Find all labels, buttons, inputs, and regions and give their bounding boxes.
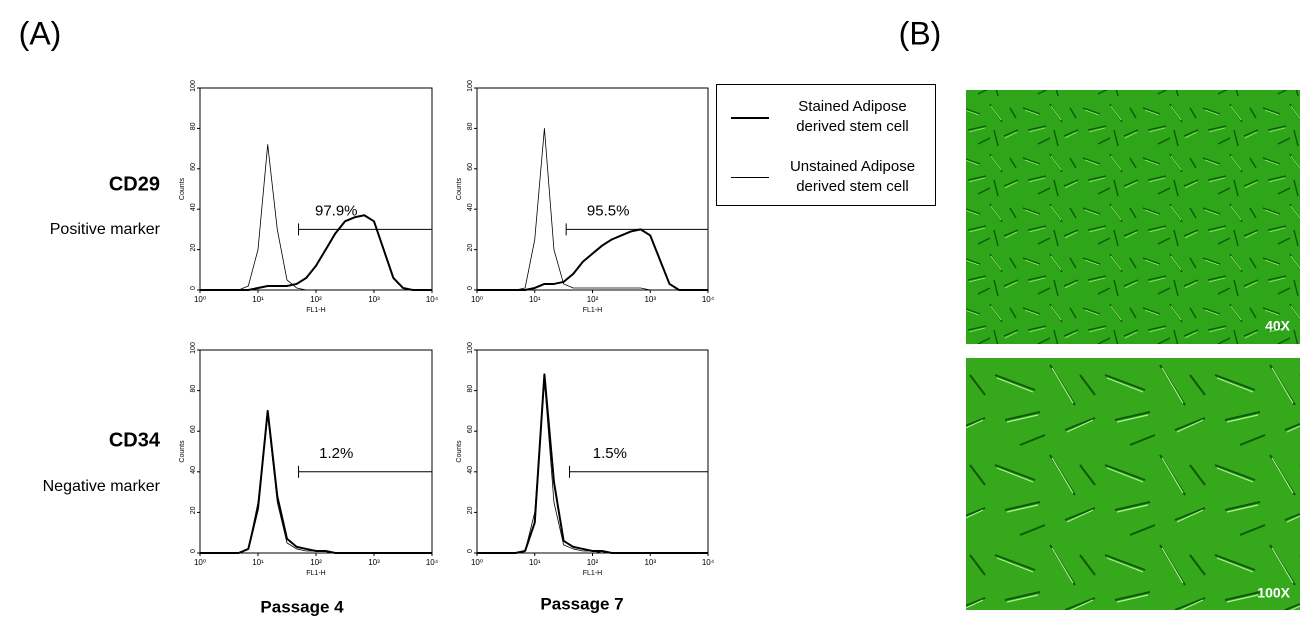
histogram-line: [200, 214, 432, 291]
y-tick-label: 80: [467, 385, 474, 393]
y-tick-label: 60: [467, 163, 474, 171]
x-axis-label: FL1-H: [306, 307, 325, 314]
y-tick-label: 20: [467, 506, 474, 514]
x-tick-label: 10⁴: [702, 558, 715, 567]
panel-label: (A): [19, 15, 62, 51]
histogram-line: [477, 228, 708, 291]
magnification: 100X: [1257, 585, 1290, 601]
gate-label: 95.5%: [587, 202, 630, 219]
legend-label: Unstained Adipose derived stem cell: [789, 158, 916, 195]
y-tick-label: 40: [467, 466, 474, 474]
y-tick-label: 80: [190, 122, 197, 130]
x-tick-label: 10²: [310, 295, 322, 304]
gate-label: 97.9%: [315, 202, 358, 219]
column-label: Passage 7: [540, 594, 623, 613]
histogram-line: [200, 144, 432, 291]
y-tick-label: 100: [467, 80, 474, 92]
x-tick-label: 10¹: [252, 295, 264, 304]
micrograph: [966, 358, 1300, 610]
x-tick-label: 10¹: [252, 558, 264, 567]
x-tick-label: 10³: [644, 295, 656, 304]
y-tick-label: 0: [190, 549, 197, 553]
y-tick-label: 20: [190, 506, 197, 514]
y-tick-label: 0: [467, 286, 474, 290]
plot-frame: [476, 87, 709, 291]
row-marker: CD34: [109, 429, 161, 451]
histogram-line: [200, 409, 432, 554]
magnification: 40X: [1265, 318, 1291, 334]
x-tick-label: 10⁴: [702, 295, 715, 304]
y-tick-label: 40: [467, 203, 474, 211]
gate-label: 1.2%: [319, 445, 353, 462]
y-tick-label: 100: [467, 342, 474, 354]
y-tick-label: 60: [190, 163, 197, 171]
x-tick-label: 10²: [587, 558, 599, 567]
y-tick-label: 80: [467, 122, 474, 130]
x-axis-label: FL1-H: [306, 570, 325, 577]
y-tick-label: 80: [190, 385, 197, 393]
plot-frame: [199, 87, 433, 291]
histogram-line: [200, 414, 432, 554]
y-axis-label: Counts: [456, 177, 463, 200]
x-tick-label: 10²: [587, 295, 599, 304]
legend-label: Stained Adipose derived stem cell: [796, 98, 909, 135]
plot-frame: [199, 349, 433, 554]
y-tick-label: 0: [190, 286, 197, 290]
y-tick-label: 0: [467, 549, 474, 553]
y-tick-label: 60: [190, 425, 197, 433]
y-tick-label: 20: [467, 244, 474, 252]
column-label: Passage 4: [260, 597, 344, 616]
legend-swatch: [731, 177, 769, 178]
x-tick-label: 10⁴: [426, 295, 439, 304]
panel-label: (B): [899, 15, 942, 51]
row-description: Negative marker: [43, 478, 161, 495]
y-tick-label: 100: [190, 342, 197, 354]
legend-entry: Stained Adipose derived stem cell: [717, 93, 937, 143]
y-tick-label: 40: [190, 466, 197, 474]
y-tick-label: 40: [190, 203, 197, 211]
x-tick-label: 10⁰: [194, 295, 206, 304]
micrograph: [966, 90, 1300, 344]
x-axis-label: FL1-H: [583, 570, 602, 577]
histogram-line: [477, 373, 708, 554]
x-tick-label: 10⁰: [194, 558, 206, 567]
x-tick-label: 10²: [310, 558, 322, 567]
y-axis-label: Counts: [179, 440, 186, 463]
legend-entry: Unstained Adipose derived stem cell: [717, 153, 937, 203]
y-tick-label: 100: [190, 80, 197, 92]
x-tick-label: 10³: [368, 558, 380, 567]
histogram-line: [477, 380, 708, 554]
x-tick-label: 10¹: [529, 295, 541, 304]
y-tick-label: 20: [190, 244, 197, 252]
x-tick-label: 10⁰: [471, 558, 483, 567]
legend: Stained Adipose derived stem cell Unstain…: [716, 84, 936, 206]
x-tick-label: 10³: [368, 295, 380, 304]
y-tick-label: 60: [467, 425, 474, 433]
row-marker: CD29: [109, 173, 160, 195]
legend-swatch: [731, 117, 769, 119]
histogram-line: [477, 128, 708, 291]
x-tick-label: 10⁴: [426, 558, 439, 567]
row-description: Positive marker: [50, 221, 161, 238]
y-axis-label: Counts: [456, 440, 463, 463]
gate-label: 1.5%: [593, 445, 627, 462]
x-axis-label: FL1-H: [583, 307, 602, 314]
x-tick-label: 10⁰: [471, 295, 483, 304]
x-tick-label: 10¹: [529, 558, 541, 567]
x-tick-label: 10³: [644, 558, 656, 567]
y-axis-label: Counts: [179, 177, 186, 200]
